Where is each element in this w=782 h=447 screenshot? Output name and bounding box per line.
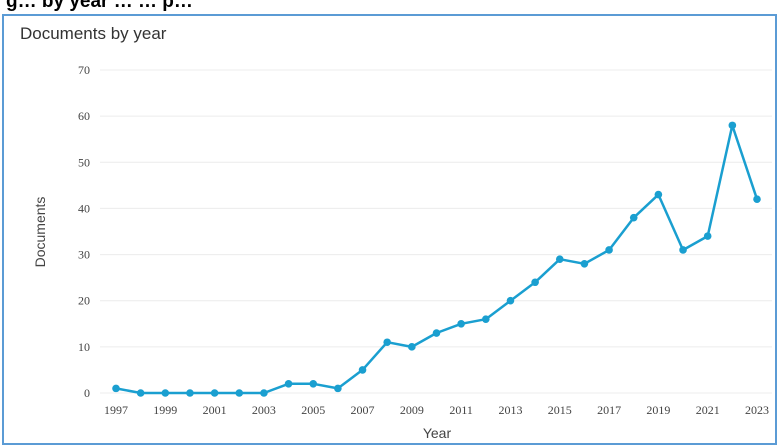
data-point (457, 319, 465, 328)
data-point (580, 260, 589, 268)
x-tick-label: 2011 (449, 403, 473, 417)
data-point (629, 213, 638, 222)
chart-panel: Documents by year (2, 14, 777, 445)
x-tick-label: 1999 (153, 403, 177, 417)
y-tick-label: 0 (84, 386, 90, 400)
data-point (383, 338, 391, 347)
y-axis-label: Documents (32, 197, 48, 268)
x-tick-label: 2019 (646, 403, 670, 417)
x-tick-label: 2021 (696, 403, 720, 417)
data-point (555, 255, 564, 263)
data-point (309, 379, 318, 388)
x-tick-label: 2015 (548, 403, 572, 417)
data-point (136, 389, 145, 397)
data-point (432, 329, 441, 337)
x-tick-label: 2001 (203, 403, 227, 417)
data-point (753, 195, 761, 203)
y-tick-label: 70 (78, 63, 90, 77)
y-tick-label: 60 (78, 109, 90, 123)
y-tick-label: 20 (78, 294, 90, 308)
data-point (654, 190, 663, 199)
data-point (703, 232, 712, 240)
series-line (115, 124, 759, 395)
data-point (506, 296, 515, 305)
x-tick-label: 2007 (351, 403, 375, 417)
data-point (334, 384, 342, 393)
data-point (284, 379, 293, 388)
x-tick-label: 1997 (104, 403, 128, 417)
chart-title: Documents by year (20, 24, 167, 43)
x-tick-label: 2009 (400, 403, 424, 417)
data-point (531, 278, 539, 287)
data-point (210, 389, 219, 397)
data-point (235, 389, 244, 397)
x-tick-label: 2017 (597, 403, 621, 417)
y-tick-label: 10 (78, 340, 90, 354)
data-point (260, 389, 268, 397)
x-tick-label: 2005 (301, 403, 325, 417)
data-point (679, 246, 687, 254)
x-tick-label: 2013 (498, 403, 522, 417)
data-point (112, 384, 120, 393)
data-point (408, 343, 416, 351)
data-point (605, 246, 613, 254)
data-point (482, 315, 490, 323)
truncated-caption: g… by year … … p… (0, 0, 782, 14)
caption-fragment: g… by year … … p… (6, 0, 193, 12)
data-point (161, 389, 170, 397)
x-axis-label: Year (423, 425, 452, 441)
x-tick-label: 2023 (745, 403, 769, 417)
y-tick-label: 40 (78, 201, 90, 215)
data-point (186, 389, 194, 397)
x-tick-label: 2003 (252, 403, 276, 417)
y-tick-label: 30 (78, 248, 90, 262)
y-tick-label: 50 (78, 155, 90, 169)
data-point (358, 366, 367, 374)
data-point (728, 121, 737, 130)
